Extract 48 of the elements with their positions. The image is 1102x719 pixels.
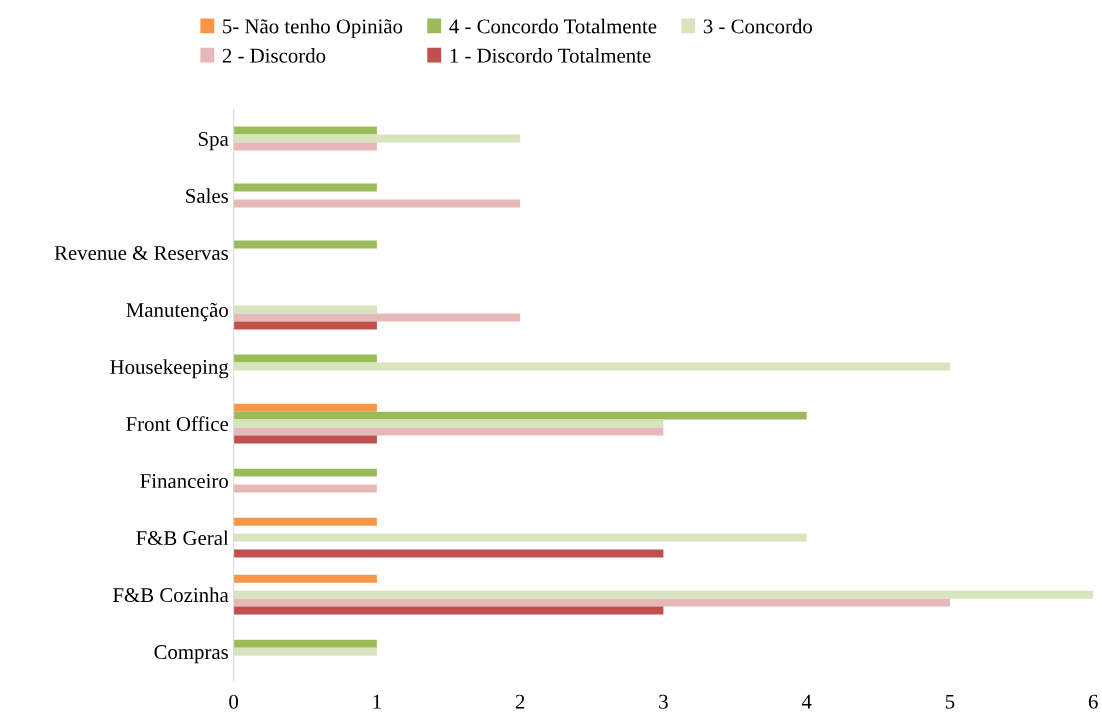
bar <box>233 574 377 583</box>
x-tick-label: 5 <box>945 694 955 709</box>
legend-label: 2 - Discordo <box>222 48 326 63</box>
bar <box>233 598 950 607</box>
x-tick-label: 0 <box>229 694 239 709</box>
bar <box>233 484 377 493</box>
x-tick-label: 4 <box>801 694 812 709</box>
x-tick-label: 1 <box>373 694 381 709</box>
bar <box>233 533 807 542</box>
y-tick-label: F&B Geral <box>136 530 229 546</box>
bar <box>233 321 377 330</box>
bar <box>233 549 664 558</box>
bar <box>233 419 664 428</box>
bar <box>233 647 377 656</box>
legend-label: 3 - Concordo <box>703 18 812 34</box>
y-tick-label: Manutenção <box>126 302 228 322</box>
bar <box>233 134 521 143</box>
bar <box>233 126 377 135</box>
bar <box>233 354 377 363</box>
bar <box>233 199 521 208</box>
x-tick-label: 6 <box>1088 694 1098 709</box>
bar <box>233 240 377 249</box>
bar <box>233 411 807 420</box>
y-tick-label: Revenue & Reservas <box>54 245 228 260</box>
legend-label: 4 - Concordo Totalmente <box>449 18 657 34</box>
bar <box>233 427 664 436</box>
y-tick-label: Housekeeping <box>110 359 229 379</box>
y-tick-label: Sales <box>186 188 229 203</box>
y-tick-label: F&B Cozinha <box>113 587 229 603</box>
bar <box>233 183 377 192</box>
bar <box>233 606 664 615</box>
x-tick-label: 3 <box>659 694 668 709</box>
bar <box>233 590 1094 599</box>
y-tick-label: Spa <box>198 131 229 151</box>
legend-label: 1 - Discordo Totalmente <box>450 48 651 63</box>
y-tick-label: Financeiro <box>140 474 228 489</box>
bar <box>233 468 377 477</box>
legend-label: 5- Não tenho Opinião <box>223 18 403 38</box>
y-tick-label: Compras <box>154 645 229 664</box>
x-tick-label: 2 <box>515 694 525 709</box>
bar <box>233 639 377 648</box>
y-tick-label: Front Office <box>126 416 229 432</box>
bar <box>233 313 521 322</box>
bar <box>233 403 377 412</box>
bar <box>233 362 950 371</box>
bar <box>233 305 377 314</box>
bar <box>233 517 377 526</box>
bar <box>233 435 377 444</box>
